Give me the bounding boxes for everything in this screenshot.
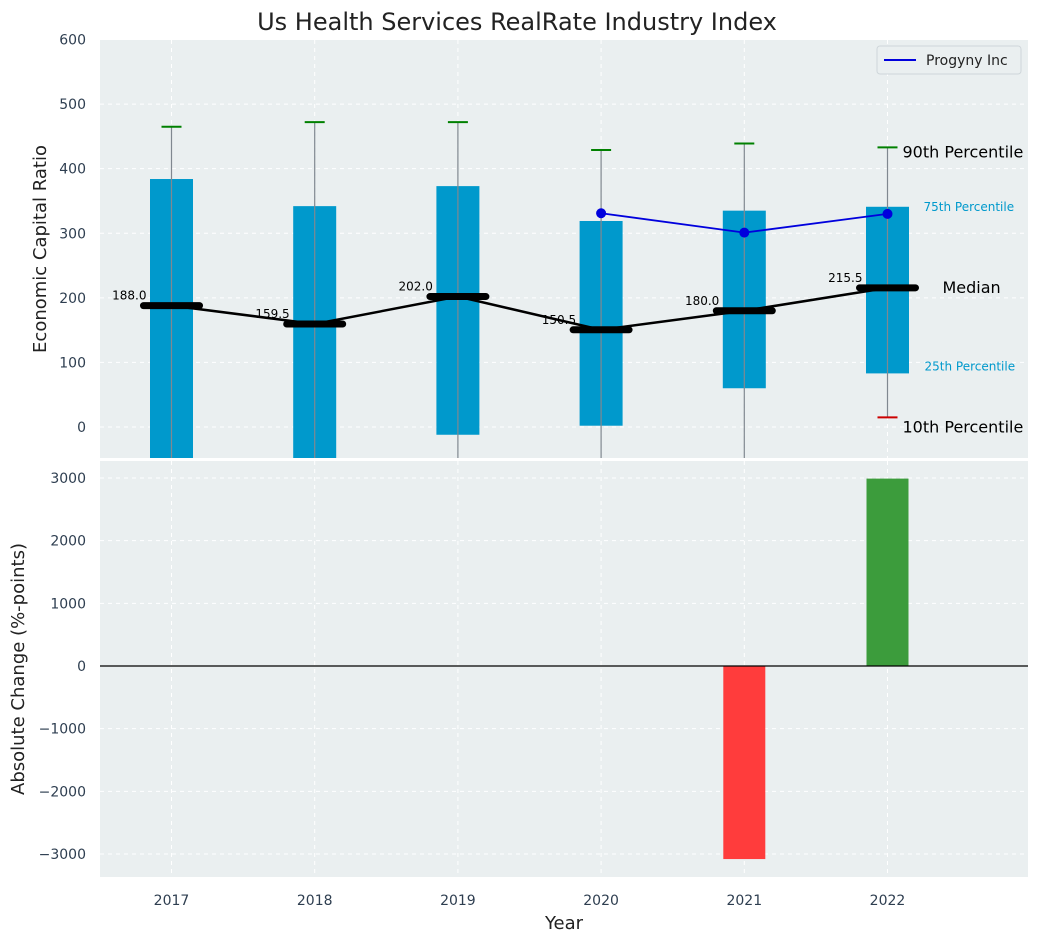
annotation-p25: 25th Percentile (925, 359, 1016, 373)
series-point-progyny-2022 (882, 208, 893, 219)
x-axis-label: Year (544, 913, 584, 934)
x-tick-label: 2020 (583, 893, 619, 909)
panel-separator (100, 458, 1028, 461)
bottom-y-tick-label: −2000 (39, 784, 86, 800)
legend: Progyny Inc (876, 45, 1022, 75)
top-plot-content: 188.0 159.5 202.0 150.5 180.0 215.5 (100, 40, 1028, 458)
top-panel: 188.0 159.5 202.0 150.5 180.0 215.5 0 100 200 300… (30, 33, 1028, 461)
x-tick-label: 2022 (870, 893, 906, 909)
median-value-label: 150.5 (542, 313, 576, 327)
annotation-p75: 75th Percentile (924, 200, 1015, 214)
top-y-tick-label: 600 (59, 33, 86, 49)
bottom-y-tick-label: −3000 (39, 847, 86, 863)
median-value-label: 180.0 (685, 294, 719, 308)
bottom-plot-content (100, 461, 1028, 877)
bottom-y-axis-label: Absolute Change (%-points) (8, 543, 29, 795)
bottom-y-tick-label: 3000 (50, 471, 86, 487)
median-value-label: 188.0 (112, 289, 146, 303)
bottom-panel: −3000 −2000 −1000 0 1000 2000 3000 2017 2018 2019… (8, 461, 1028, 934)
top-y-tick-label: 500 (59, 97, 86, 113)
x-tick-label: 2021 (726, 893, 762, 909)
top-y-axis-label: Economic Capital Ratio (30, 145, 51, 353)
annotation-p10: 10th Percentile (903, 417, 1024, 436)
median-value-label: 159.5 (255, 307, 289, 321)
top-y-tick-label: 0 (77, 420, 86, 436)
bottom-y-tick-label: 0 (77, 659, 86, 675)
top-y-tick-label: 400 (59, 162, 86, 178)
bottom-y-tick-label: 1000 (50, 596, 86, 612)
x-tick-label: 2018 (297, 893, 333, 909)
chart-title: Us Health Services RealRate Industry Ind… (257, 8, 777, 36)
bottom-y-tick-label: −1000 (39, 722, 86, 738)
legend-box (876, 45, 1022, 75)
top-y-tick-label: 200 (59, 291, 86, 307)
annotation-p90: 90th Percentile (903, 142, 1024, 161)
series-point-progyny-2020 (596, 208, 607, 219)
legend-label-progyny: Progyny Inc (926, 53, 1008, 69)
bottom-y-tick-label: 2000 (50, 534, 86, 550)
median-value-label: 215.5 (828, 271, 862, 285)
x-tick-label: 2017 (154, 893, 190, 909)
change-bar-2021 (723, 666, 766, 860)
annotation-median: Median (943, 278, 1001, 297)
series-point-progyny-2021 (739, 227, 750, 238)
median-value-label: 202.0 (399, 280, 433, 294)
change-bar-2022 (866, 478, 909, 666)
top-y-tick-label: 300 (59, 226, 86, 242)
x-tick-label: 2019 (440, 893, 476, 909)
top-y-tick-label: 100 (59, 355, 86, 371)
